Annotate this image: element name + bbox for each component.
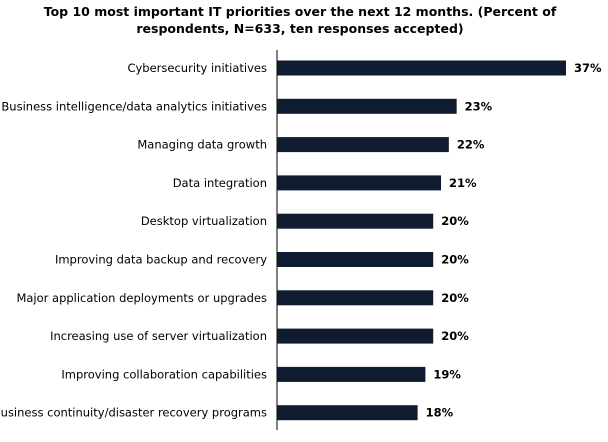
category-label: Desktop virtualization xyxy=(141,214,267,228)
value-label: 22% xyxy=(457,138,485,152)
bar xyxy=(277,137,449,153)
category-label: Data integration xyxy=(173,176,267,190)
category-label: Improving collaboration capabilities xyxy=(61,367,267,381)
bar xyxy=(277,328,434,344)
value-label: 37% xyxy=(574,61,602,75)
bar xyxy=(277,252,434,267)
category-label: Business intelligence/data analytics ini… xyxy=(1,99,267,113)
value-label: 20% xyxy=(441,291,469,305)
category-label: Major application deployments or upgrade… xyxy=(16,291,267,305)
value-label: 20% xyxy=(441,214,469,228)
value-label: 19% xyxy=(433,367,461,381)
bar xyxy=(277,405,418,421)
category-label: Cybersecurity initiatives xyxy=(127,61,267,75)
bar xyxy=(277,366,426,382)
bar xyxy=(277,60,566,76)
category-label: Managing data growth xyxy=(137,138,267,152)
bar xyxy=(277,290,434,306)
category-label: Business continuity/disaster recovery pr… xyxy=(0,406,267,420)
value-label: 20% xyxy=(441,253,469,267)
bar xyxy=(277,98,457,114)
value-label: 18% xyxy=(426,406,454,420)
value-label: 23% xyxy=(465,99,493,113)
value-label: 21% xyxy=(449,176,477,190)
value-label: 20% xyxy=(441,329,469,343)
bar xyxy=(277,175,442,191)
chart-title: Top 10 most important IT priorities over… xyxy=(43,4,557,36)
category-label: Increasing use of server virtualization xyxy=(50,329,267,343)
category-label: Improving data backup and recovery xyxy=(55,253,267,267)
bar xyxy=(277,213,434,229)
